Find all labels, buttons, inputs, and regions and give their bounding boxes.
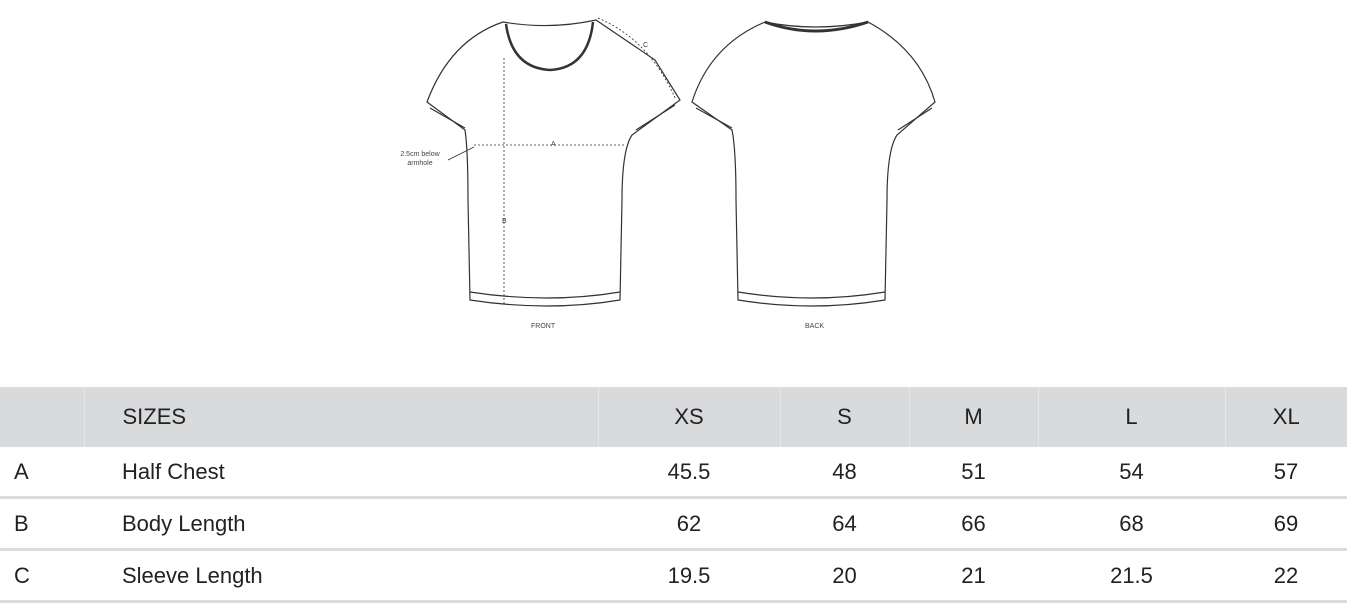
front-tshirt [426, 17, 681, 307]
front-label: FRONT [531, 323, 556, 330]
cell: 62 [598, 497, 780, 551]
header-size: S [779, 387, 909, 447]
table-row: B Body Length 62 64 66 68 69 [0, 497, 1347, 551]
armhole-note: 2.5cm below armhole [400, 151, 440, 167]
back-tshirt [691, 20, 936, 307]
cell: 69 [1225, 497, 1347, 551]
header-sizes: SIZES [83, 387, 598, 447]
cell: 48 [780, 447, 909, 499]
cell: 57 [1225, 447, 1347, 499]
row-key: A [0, 447, 84, 499]
measure-c-label: C [643, 42, 649, 49]
row-name: Half Chest [84, 447, 598, 499]
cell: 68 [1038, 497, 1225, 551]
header-size: M [908, 387, 1038, 447]
back-label: BACK [805, 323, 825, 330]
header-key [0, 387, 84, 447]
table-row: C Sleeve Length 19.5 20 21 21.5 22 [0, 549, 1347, 603]
cell: 20 [780, 549, 909, 603]
cell: 22 [1225, 549, 1347, 603]
cell: 54 [1038, 447, 1225, 499]
cell: 66 [909, 497, 1038, 551]
cell: 19.5 [598, 549, 780, 603]
header-row: SIZES XS S M L XL [0, 387, 1347, 447]
measure-b-label: B [502, 218, 507, 225]
cell: 21 [909, 549, 1038, 603]
measure-a-label: A [551, 141, 556, 148]
measure-c-line [597, 17, 677, 101]
row-key: C [0, 549, 84, 603]
header-size: XL [1224, 387, 1347, 447]
header-size: L [1037, 387, 1225, 447]
cell: 45.5 [598, 447, 780, 499]
cell: 21.5 [1038, 549, 1225, 603]
cell: 51 [909, 447, 1038, 499]
table-row: A Half Chest 45.5 48 51 54 57 [0, 447, 1347, 499]
size-table: SIZES XS S M L XL A Half Chest 45.5 48 5… [0, 387, 1347, 603]
row-name: Body Length [84, 497, 598, 551]
header-size: XS [597, 387, 780, 447]
tshirt-diagram [426, 17, 936, 307]
cell: 64 [780, 497, 909, 551]
row-key: B [0, 497, 84, 551]
row-name: Sleeve Length [84, 549, 598, 603]
